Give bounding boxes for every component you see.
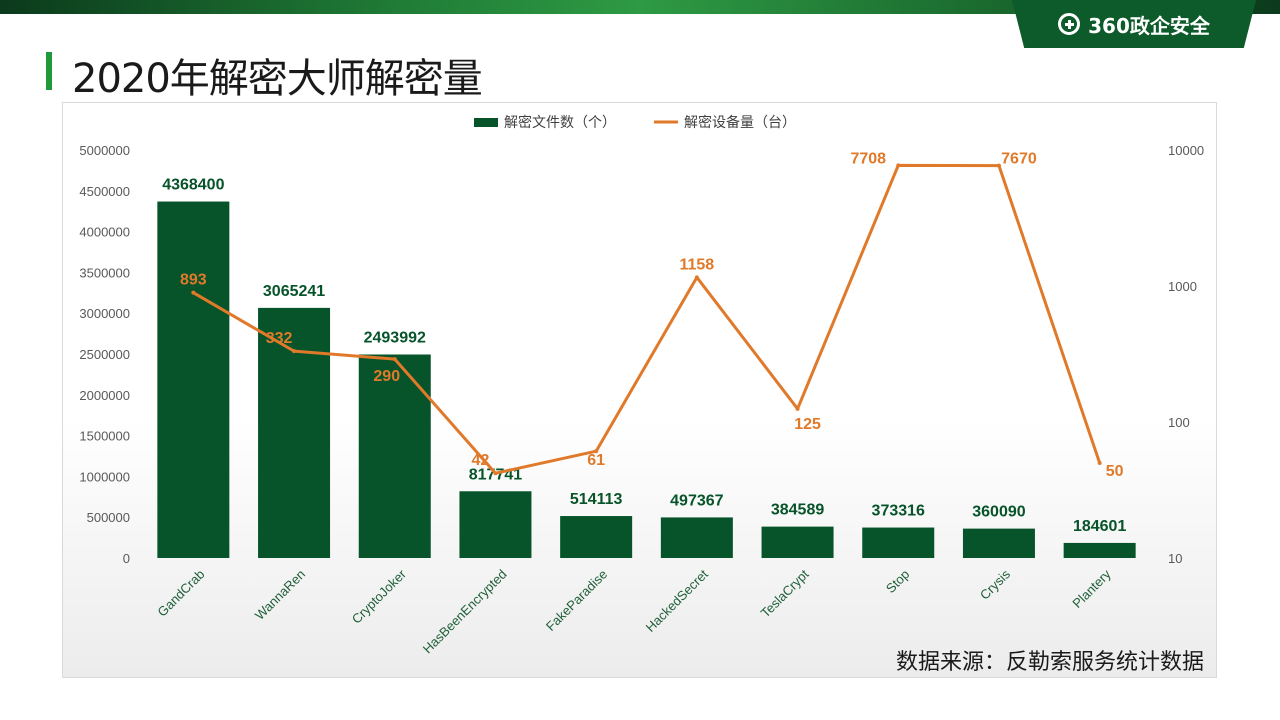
left-axis-tick-label: 1000000 [79,469,130,484]
bar-value-label: 184601 [1073,518,1126,535]
bar-value-label: 4368400 [162,177,224,194]
right-axis-tick-label: 1000 [1168,279,1197,294]
x-axis-category-label: Plantery [1069,566,1114,611]
data-source-note: 数据来源：反勒索服务统计数据 [895,650,1204,675]
legend-swatch-bar [474,118,498,127]
bar [761,526,834,558]
line-point [1097,460,1102,465]
bar-value-label: 373316 [872,503,925,520]
bar-value-label: 360090 [972,504,1025,521]
x-axis-category-label: TeslaCrypt [758,566,812,620]
x-axis-category-label: CryptoJoker [349,566,410,627]
left-axis-tick-label: 3500000 [79,265,130,280]
x-axis-category-label: WannaRen [252,567,308,623]
bar [459,491,532,558]
bar [157,201,230,558]
right-axis-tick-label: 10 [1168,551,1182,566]
left-axis-tick-label: 4500000 [79,184,130,199]
left-axis-tick-label: 2000000 [79,388,130,403]
line-value-label: 7670 [1001,151,1037,168]
left-axis-tick-label: 500000 [87,510,130,525]
title-accent-bar [46,52,52,90]
bar [962,528,1035,558]
line-data-labels: 893 332 290 42 61 1158 125 7708 7670 50 [180,150,1124,480]
legend-label-line: 解密设备量（台） [684,114,796,130]
right-axis-ticks: 10 100 1000 10000 [1168,143,1204,566]
left-axis-tick-label: 3000000 [79,306,130,321]
x-axis-category-label: Stop [883,567,913,597]
line-value-label: 7708 [850,150,886,167]
bar-value-label: 3065241 [263,283,325,300]
line-point [392,357,397,362]
x-axis-category-label: HasBeenEncrypted [420,567,510,657]
x-axis-category-label: FakeParadise [543,567,610,634]
left-axis-tick-label: 4000000 [79,225,130,240]
chart-legend: 解密文件数（个） 解密设备量（台） [474,114,796,130]
line-point [795,406,800,411]
line-value-label: 290 [373,368,400,385]
bar-value-label: 384589 [771,502,824,519]
brand-name: 360政企安全 [1088,13,1210,38]
left-axis-tick-label: 0 [123,551,130,566]
line-value-label: 42 [472,452,490,469]
left-axis-tick-label: 2500000 [79,347,130,362]
bar-value-label: 514113 [570,491,623,508]
left-axis-tick-label: 5000000 [79,143,130,158]
line-point [996,163,1001,168]
chart-frame [62,102,1217,678]
line-point [493,471,498,476]
plus-circle-icon [1058,13,1081,35]
line-value-label: 61 [587,452,605,469]
x-axis-category-label: HackedSecret [643,566,712,635]
bar-series [157,201,1136,558]
bar [862,527,935,558]
top-decorative-band [0,0,1280,14]
legend-label-bar: 解密文件数（个） [504,114,616,130]
line-value-label: 1158 [679,256,714,273]
x-axis-category-label: GandCrab [154,567,207,620]
bar-value-label: 2493992 [364,329,426,346]
bar [560,516,633,558]
line-point [292,349,297,354]
line-value-label: 893 [180,272,207,289]
line-series [191,163,1102,476]
line-point [594,449,599,454]
bar [1063,542,1136,558]
brand-badge: 360政企安全 [1012,0,1256,48]
line-value-label: 125 [794,416,821,433]
right-axis-tick-label: 10000 [1168,143,1204,158]
x-axis-labels: GandCrab WannaRen CryptoJoker HasBeenEncryp… [154,566,1114,656]
left-axis-ticks: 0 500000 1000000 1500000 2000000 2500000 30000… [79,143,130,566]
line-point [191,290,196,295]
bar-data-labels: 4368400306524124939928177415141134973673… [162,177,1126,535]
line-point [896,163,901,168]
line-value-label: 50 [1106,463,1124,480]
x-axis-category-label: Crysis [977,566,1013,602]
right-axis-tick-label: 100 [1168,415,1190,430]
bar [660,517,733,558]
line-value-label: 332 [266,330,293,347]
bar-value-label: 497367 [670,492,723,509]
page-title: 2020年解密大师解密量 [72,56,483,102]
left-axis-tick-label: 1500000 [79,429,130,444]
line-path [192,163,1102,475]
line-point [694,275,699,280]
